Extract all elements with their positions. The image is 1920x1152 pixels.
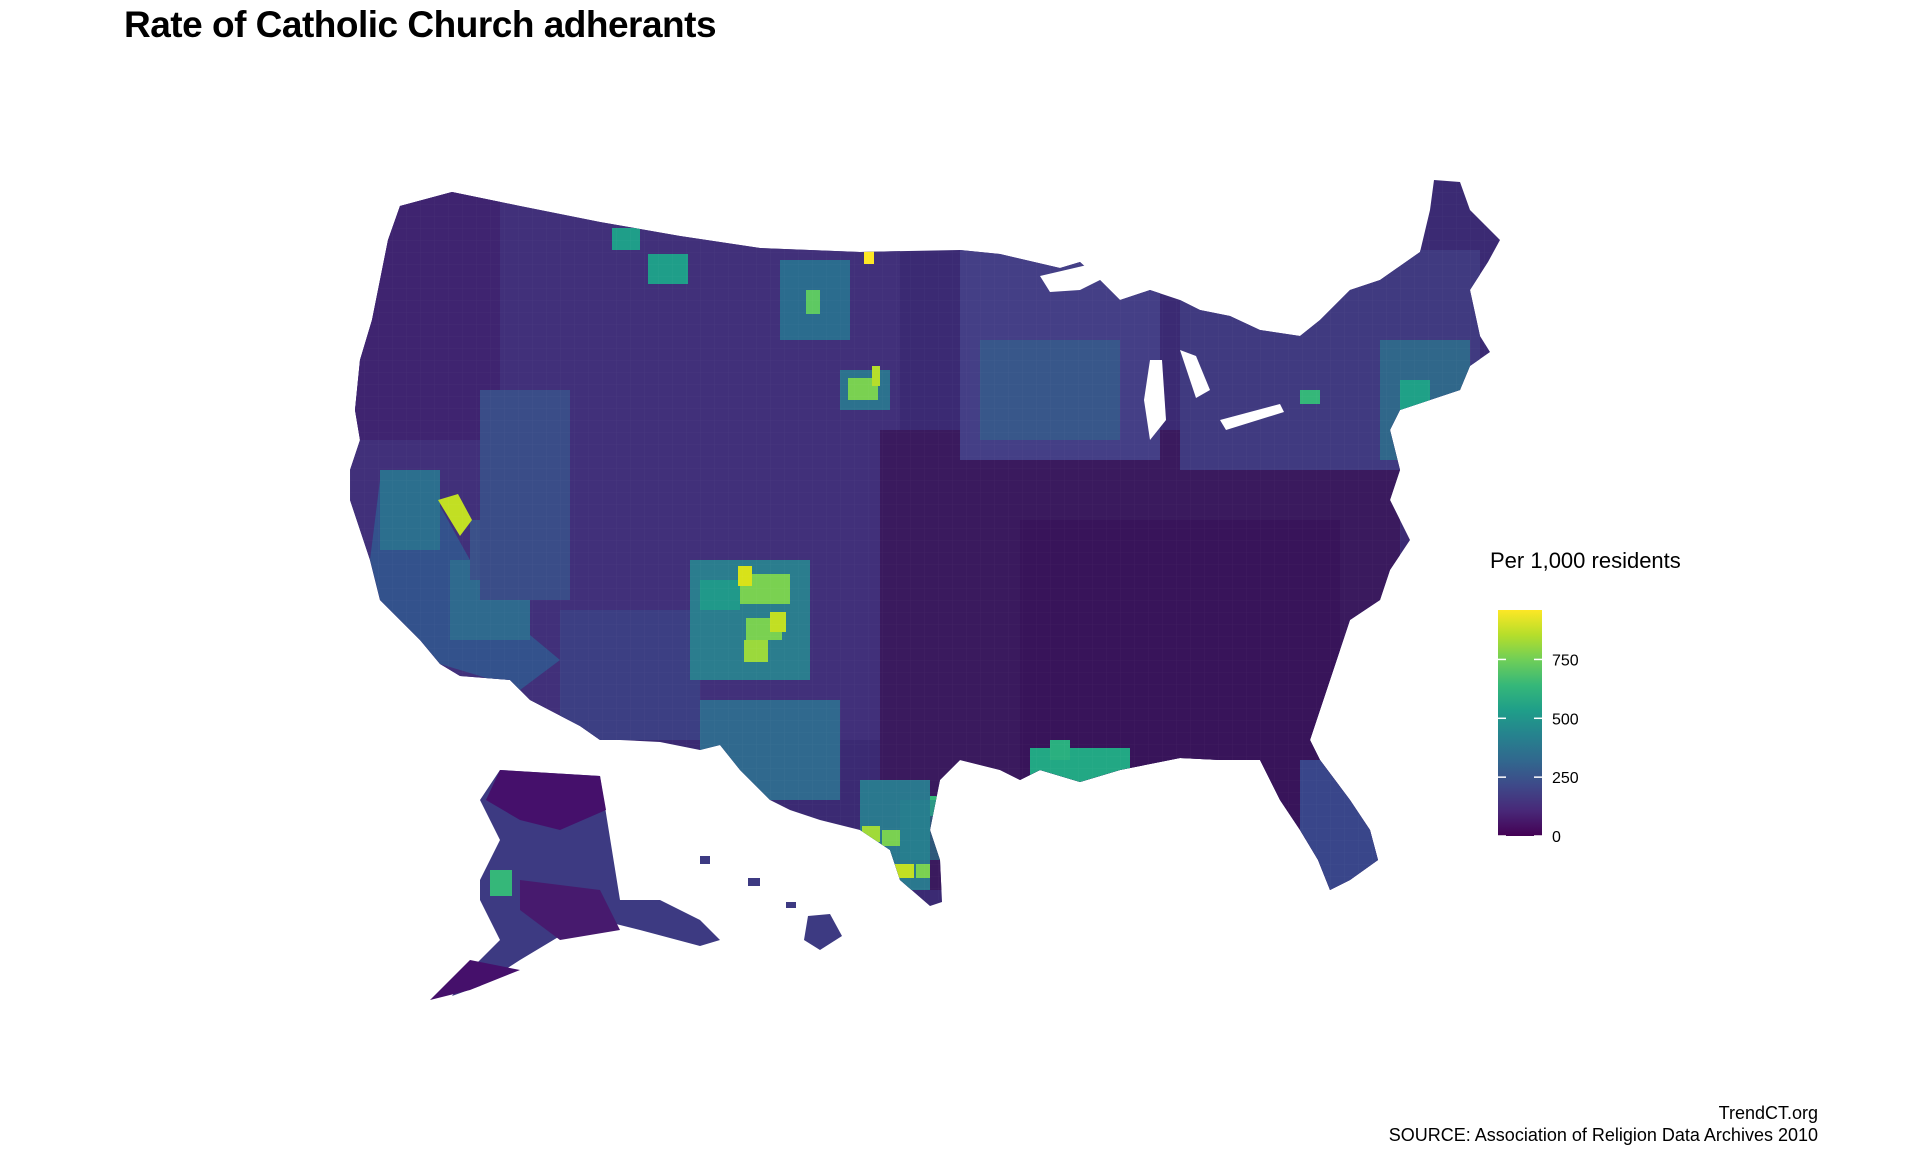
hawaii-big-island [804, 914, 842, 950]
legend-tick-label: 500 [1552, 711, 1579, 728]
credit-site: TrendCT.org [1718, 1103, 1818, 1123]
lake-erie [1220, 404, 1284, 430]
legend-tick-label: 250 [1552, 770, 1579, 787]
legend-title: Per 1,000 residents [1490, 548, 1681, 573]
alaska-south [520, 880, 620, 940]
lake-michigan [1144, 360, 1166, 440]
legend-colorbar: 0 250 500 750 [1498, 610, 1579, 846]
alaska-north [486, 770, 606, 830]
lake-superior [1040, 262, 1120, 292]
alaska [452, 770, 720, 996]
credits: TrendCT.org SOURCE: Association of Relig… [1389, 1102, 1818, 1146]
hawaii-kauai [700, 856, 710, 864]
map-title: Rate of Catholic Church adherants [124, 4, 717, 45]
county-alaska-green [490, 870, 512, 896]
legend-color-ramp [1498, 610, 1542, 836]
alaska-aleutians [430, 960, 520, 1000]
lake-huron [1180, 350, 1210, 398]
legend-tick-label: 750 [1552, 652, 1579, 669]
hawaii-maui [786, 902, 796, 908]
legend-tick-label: 0 [1552, 829, 1561, 844]
hawaii-oahu [748, 878, 760, 886]
credit-source: SOURCE: Association of Religion Data Arc… [1388, 1125, 1818, 1145]
legend: Per 1,000 residents 0 250 500 750 [1490, 548, 1681, 849]
